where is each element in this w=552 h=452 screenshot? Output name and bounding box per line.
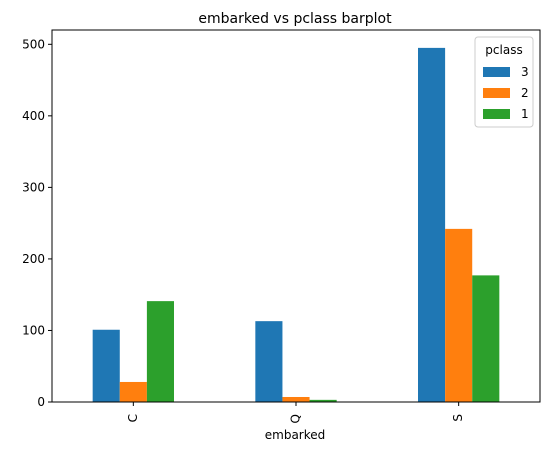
bar-S-pclass-3 [418,47,446,403]
x-tick-label: C [126,414,140,422]
x-tick-label: Q [289,414,303,423]
bar-C-pclass-3 [92,329,120,402]
legend-box [474,36,534,128]
legend-swatch-pclass-3 [483,67,510,77]
bar-Q-pclass-3 [255,321,283,402]
y-tick-label: 200 [22,252,45,266]
y-tick-label: 100 [22,323,45,337]
legend-label-pclass-3: 3 [521,65,529,79]
bar-S-pclass-2 [445,228,473,402]
chart-title: embarked vs pclass barplot [198,11,392,27]
y-tick-label: 400 [22,109,45,123]
bar-C-pclass-1 [146,301,174,402]
legend-swatch-pclass-1 [483,109,510,119]
y-axis: 0 100 200 300 400 500 [22,37,52,409]
y-tick-label: 500 [22,37,45,51]
bar-C-pclass-2 [119,381,147,402]
legend-label-pclass-2: 2 [521,86,529,100]
bars-group [92,47,500,403]
bar-Q-pclass-1 [309,399,337,402]
bar-S-pclass-1 [472,275,500,402]
x-axis-label: embarked [265,428,326,442]
y-tick-label: 300 [22,180,45,194]
legend-title: pclass [485,43,522,57]
legend: pclass 3 2 1 [474,36,534,128]
legend-label-pclass-1: 1 [521,107,529,121]
x-tick-label: S [451,414,465,422]
legend-swatch-pclass-2 [483,88,510,98]
y-tick-label: 0 [37,395,45,409]
bar-Q-pclass-2 [282,396,310,402]
